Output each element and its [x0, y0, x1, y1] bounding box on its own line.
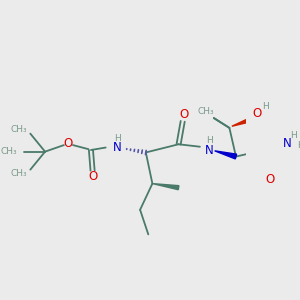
Text: O: O	[179, 108, 188, 121]
Text: CH₃: CH₃	[11, 125, 27, 134]
Text: N: N	[113, 141, 122, 154]
Text: N: N	[283, 137, 292, 150]
Text: H: H	[297, 141, 300, 150]
Text: H: H	[262, 102, 269, 111]
Text: H: H	[114, 134, 121, 143]
Text: O: O	[265, 173, 274, 186]
Text: CH₃: CH₃	[1, 147, 17, 156]
Text: CH₃: CH₃	[197, 107, 214, 116]
Text: H: H	[206, 136, 213, 146]
Text: CH₃: CH₃	[11, 169, 27, 178]
Polygon shape	[232, 118, 251, 126]
Polygon shape	[152, 184, 179, 190]
Polygon shape	[215, 151, 237, 159]
Text: O: O	[253, 107, 262, 121]
Text: N: N	[206, 143, 214, 157]
Text: O: O	[88, 170, 97, 183]
Text: O: O	[63, 137, 73, 150]
Text: H: H	[290, 131, 297, 140]
